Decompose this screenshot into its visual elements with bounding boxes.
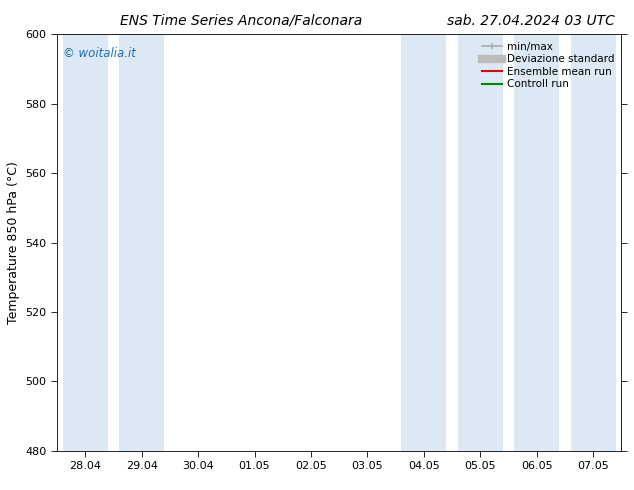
Bar [119,34,164,451]
Text: © woitalia.it: © woitalia.it [63,47,136,60]
Text: ENS Time Series Ancona/Falconara: ENS Time Series Ancona/Falconara [120,14,362,28]
Y-axis label: Temperature 850 hPa (°C): Temperature 850 hPa (°C) [7,161,20,324]
Text: sab. 27.04.2024 03 UTC: sab. 27.04.2024 03 UTC [447,14,615,28]
Bar [458,34,503,451]
Bar [401,34,446,451]
Bar [514,34,559,451]
Bar [63,34,108,451]
Bar [571,34,616,451]
Legend: min/max, Deviazione standard, Ensemble mean run, Controll run: min/max, Deviazione standard, Ensemble m… [479,40,616,92]
